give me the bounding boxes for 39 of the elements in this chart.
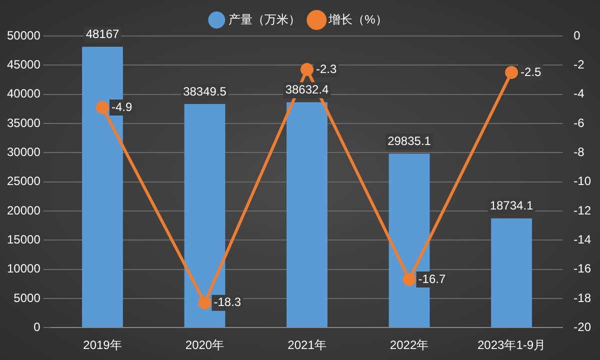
data-label: 38632.4 (285, 82, 330, 97)
data-label: -4.9 (112, 100, 132, 114)
y-tick-label: 45000 (6, 57, 41, 72)
data-label: 48167 (86, 27, 120, 42)
y-tick-label: 25000 (6, 174, 41, 188)
x-tick-label: 2022年 (390, 338, 429, 352)
y-tick-label: 30000 (6, 144, 41, 159)
y2-tick-label: -18 (574, 290, 592, 305)
x-tick-label: 2020年 (185, 338, 224, 352)
y2-tick-label: 0 (574, 28, 581, 42)
data-label: -16.7 (418, 272, 446, 286)
x-tick-label: 2023年1-9月 (478, 338, 546, 352)
y-tick-label: 20000 (6, 203, 41, 218)
y-tick-label: 0 (34, 320, 41, 334)
y2-tick-label: -20 (574, 320, 592, 334)
data-label: 38349.5 (183, 84, 227, 98)
data-label: -2.5 (520, 64, 542, 79)
y-tick-label: 5000 (14, 290, 41, 305)
y2-tick-label: -4 (574, 86, 585, 101)
y2-tick-label: -12 (574, 203, 592, 218)
y-tick-label: 15000 (6, 232, 41, 246)
legend-label: 增长（%） (328, 12, 388, 26)
x-tick-label: 2019年 (83, 338, 122, 352)
y-tick-label: 40000 (6, 86, 41, 101)
legend-label: 产量（万米） (228, 12, 301, 26)
y2-tick-label: -8 (574, 144, 585, 159)
y-tick-label: 50000 (6, 28, 41, 42)
data-label: -2.3 (316, 62, 338, 76)
y2-tick-label: -2 (574, 57, 585, 72)
y2-tick-label: -14 (574, 232, 592, 246)
data-label: 18734.1 (490, 198, 534, 213)
y2-tick-label: -6 (574, 116, 585, 130)
x-tick-label: 2021年 (288, 338, 326, 352)
y2-tick-label: -16 (574, 262, 592, 276)
y-tick-label: 35000 (6, 116, 41, 130)
data-label: 29835.1 (388, 134, 432, 148)
y-tick-label: 10000 (6, 262, 41, 276)
data-label: -18.3 (214, 295, 242, 310)
y2-tick-label: -10 (574, 174, 592, 188)
